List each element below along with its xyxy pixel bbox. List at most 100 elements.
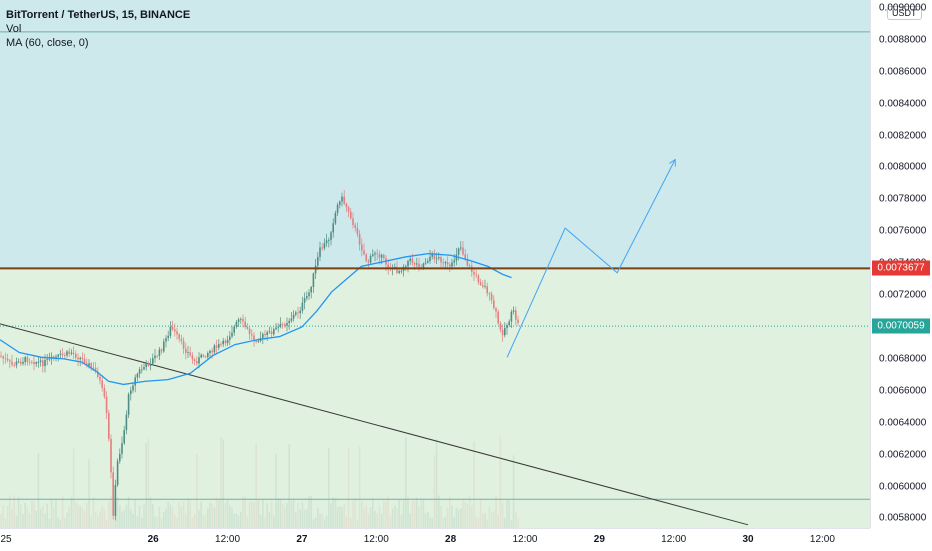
price-tick-label: 0.0076000	[879, 225, 927, 237]
volume-indicator-label[interactable]: Vol	[6, 23, 22, 35]
candle	[136, 372, 139, 382]
price-axis[interactable]: USDT 0.0090000 0.0088000 0.0086000 0.008400…	[870, 0, 932, 528]
volume-bar	[39, 508, 42, 528]
candle	[352, 212, 354, 229]
candle	[22, 357, 24, 366]
candle	[517, 315, 519, 326]
volume-bar	[402, 499, 405, 528]
candle	[171, 320, 174, 331]
candle	[292, 310, 295, 322]
candle	[119, 448, 121, 464]
candle	[321, 243, 323, 251]
candle	[281, 322, 284, 329]
volume-bar	[112, 517, 114, 528]
volume-bar	[22, 514, 24, 528]
candle	[295, 310, 297, 317]
projection-path[interactable]	[506, 159, 676, 358]
volume-bar	[354, 497, 356, 528]
candle	[301, 296, 304, 314]
candle	[66, 350, 68, 358]
volume-bar	[220, 436, 222, 528]
volume-bar	[383, 500, 385, 528]
volume-bar	[416, 497, 418, 528]
candle	[138, 367, 141, 378]
volume-bar	[198, 510, 200, 528]
candle	[101, 375, 103, 392]
candle	[290, 311, 293, 323]
volume-bar	[473, 441, 475, 528]
candle	[273, 327, 275, 336]
candle	[486, 282, 488, 297]
volume-bar	[24, 502, 26, 528]
candle	[68, 347, 70, 358]
candle	[237, 317, 240, 328]
volume-bar	[59, 519, 62, 528]
price-tick-label: 0.0072000	[879, 289, 927, 301]
candle	[383, 253, 385, 261]
volume-bar	[297, 502, 299, 528]
volume-bar	[281, 503, 284, 528]
volume-bar	[372, 497, 374, 528]
descending-trendline[interactable]	[0, 323, 749, 526]
time-tick-label: 12:00	[215, 534, 241, 545]
volume-bar	[266, 503, 268, 528]
candle	[196, 356, 198, 366]
candle	[174, 323, 176, 337]
volume-bar	[138, 505, 141, 528]
candle	[376, 249, 378, 261]
volume-bar	[94, 511, 97, 528]
volume-bar	[171, 507, 174, 528]
volume-bar	[332, 497, 334, 528]
volume-bar	[457, 509, 460, 528]
candle	[224, 338, 227, 347]
volume-bar	[176, 518, 178, 528]
chart-plot-area[interactable]	[0, 0, 870, 528]
resistance-price-label: 0.0073677	[872, 260, 930, 276]
volume-bar	[200, 501, 202, 528]
chart-svg[interactable]	[0, 0, 870, 528]
volume-bar	[380, 513, 383, 528]
volume-bar	[33, 501, 35, 528]
volume-bar	[424, 513, 427, 528]
volume-bar	[345, 516, 348, 528]
candle	[270, 327, 273, 339]
volume-bar	[319, 513, 321, 528]
volume-bar	[185, 514, 187, 528]
candle	[508, 319, 510, 328]
volume-bar	[517, 518, 519, 528]
volume-bar	[15, 516, 18, 528]
ma-indicator-label[interactable]: MA (60, close, 0)	[6, 37, 89, 49]
volume-bar	[446, 507, 449, 528]
candle	[178, 333, 180, 343]
candle	[180, 334, 183, 345]
volume-bar	[407, 497, 409, 528]
volume-bar	[244, 497, 246, 528]
volume-bar	[77, 504, 79, 528]
candle	[462, 240, 464, 256]
candle	[479, 278, 482, 286]
time-axis[interactable]: 25 26 12:00 27 12:00 28 12:00 29 12:00 30 12:00	[0, 528, 870, 551]
candle	[312, 272, 315, 293]
currency-button[interactable]: USDT	[887, 6, 922, 20]
volume-bar	[451, 505, 453, 528]
candle	[427, 258, 429, 264]
candle	[431, 251, 433, 260]
candle	[365, 252, 367, 263]
volume-bar	[92, 497, 95, 528]
volume-bar	[334, 498, 337, 528]
volume-bar	[204, 514, 207, 528]
time-tick-label: 12:00	[809, 534, 835, 545]
volume-bar	[486, 519, 488, 528]
volume-bar	[301, 502, 304, 528]
volume-bar	[506, 498, 508, 528]
candle	[361, 238, 363, 257]
volume-bar	[387, 496, 389, 528]
volume-bar	[420, 497, 422, 528]
volume-bar	[88, 459, 90, 528]
candle	[143, 363, 145, 371]
volume-bar	[455, 508, 458, 528]
symbol-title[interactable]: BitTorrent / TetherUS, 15, BINANCE	[6, 9, 191, 21]
candle	[323, 238, 326, 251]
volume-bar	[350, 517, 352, 528]
candle	[202, 353, 205, 358]
